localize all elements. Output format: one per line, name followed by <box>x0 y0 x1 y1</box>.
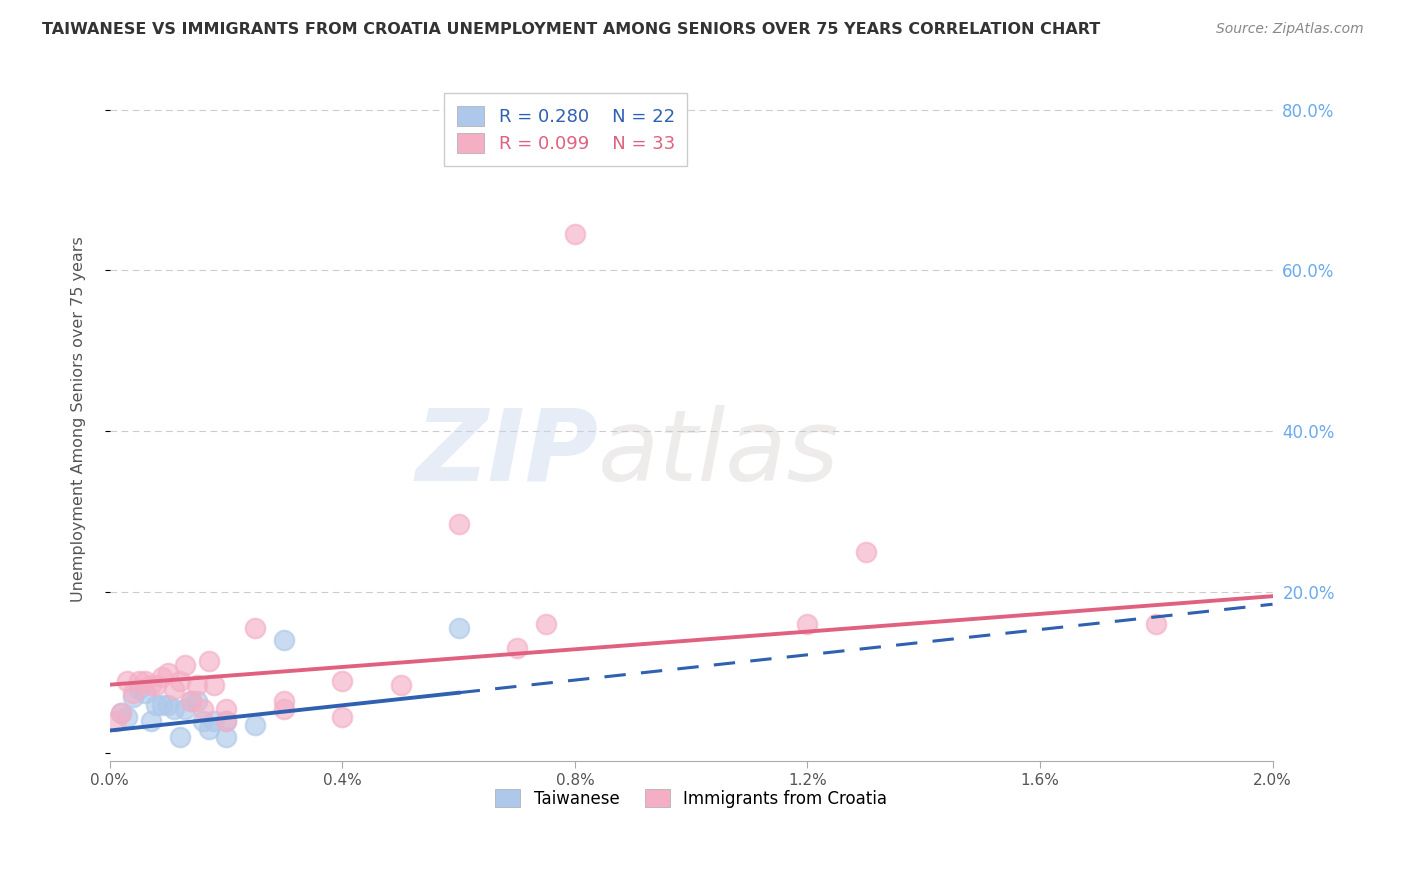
Point <box>145 678 167 692</box>
Text: Source: ZipAtlas.com: Source: ZipAtlas.com <box>1216 22 1364 37</box>
Point <box>117 673 139 688</box>
Point <box>186 694 208 708</box>
Text: ZIP: ZIP <box>415 405 598 502</box>
Point <box>180 694 202 708</box>
Point <box>134 673 156 688</box>
Point <box>174 657 197 672</box>
Point <box>150 670 173 684</box>
Point <box>855 545 877 559</box>
Point <box>273 702 295 716</box>
Point <box>134 686 156 700</box>
Point <box>389 678 412 692</box>
Point <box>332 673 354 688</box>
Point <box>145 698 167 712</box>
Point <box>156 665 179 680</box>
Point <box>204 678 226 692</box>
Point <box>128 681 150 696</box>
Point <box>163 702 186 716</box>
Point <box>139 714 162 728</box>
Text: atlas: atlas <box>598 405 839 502</box>
Point <box>273 694 295 708</box>
Point <box>332 710 354 724</box>
Point <box>243 621 266 635</box>
Point <box>163 681 186 696</box>
Point <box>128 673 150 688</box>
Point <box>447 621 470 635</box>
Point <box>180 694 202 708</box>
Point <box>197 654 219 668</box>
Point <box>215 730 238 744</box>
Point <box>174 702 197 716</box>
Point <box>564 227 586 242</box>
Point <box>447 516 470 531</box>
Point <box>191 702 214 716</box>
Point <box>110 706 132 720</box>
Point <box>796 617 818 632</box>
Point <box>197 722 219 736</box>
Point <box>204 714 226 728</box>
Point <box>117 710 139 724</box>
Point <box>534 617 557 632</box>
Point <box>273 633 295 648</box>
Point <box>139 678 162 692</box>
Point <box>104 714 127 728</box>
Point <box>215 702 238 716</box>
Point <box>1144 617 1167 632</box>
Y-axis label: Unemployment Among Seniors over 75 years: Unemployment Among Seniors over 75 years <box>72 236 86 602</box>
Point <box>169 673 191 688</box>
Point <box>122 690 145 704</box>
Point <box>186 678 208 692</box>
Point <box>215 714 238 728</box>
Point <box>156 698 179 712</box>
Point <box>169 730 191 744</box>
Legend: Taiwanese, Immigrants from Croatia: Taiwanese, Immigrants from Croatia <box>489 783 894 814</box>
Point <box>150 698 173 712</box>
Point <box>243 718 266 732</box>
Text: TAIWANESE VS IMMIGRANTS FROM CROATIA UNEMPLOYMENT AMONG SENIORS OVER 75 YEARS CO: TAIWANESE VS IMMIGRANTS FROM CROATIA UNE… <box>42 22 1101 37</box>
Point <box>506 641 529 656</box>
Point <box>215 714 238 728</box>
Point <box>191 714 214 728</box>
Point <box>110 706 132 720</box>
Point <box>122 686 145 700</box>
